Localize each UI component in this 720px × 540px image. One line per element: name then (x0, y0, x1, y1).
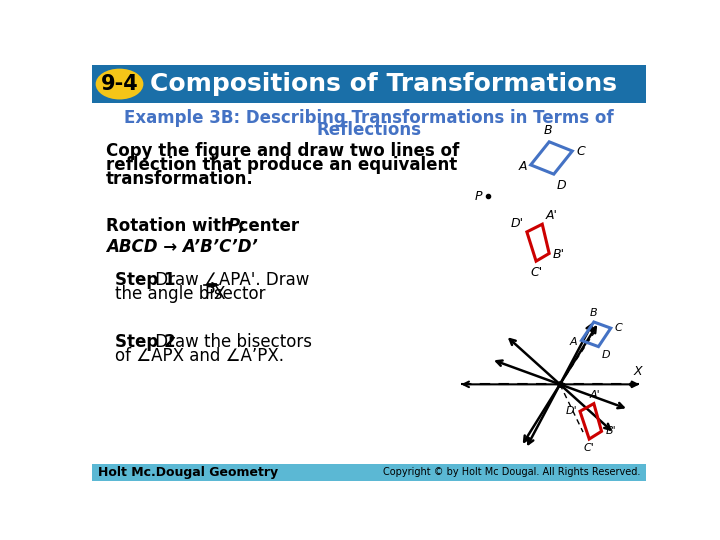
Text: Copy the figure and draw two lines of: Copy the figure and draw two lines of (106, 142, 459, 160)
Text: Draw the bisectors: Draw the bisectors (150, 333, 312, 351)
Text: D: D (557, 179, 567, 192)
Text: Draw ∠APA'. Draw: Draw ∠APA'. Draw (150, 271, 310, 289)
Text: of ∠APX and ∠A’PX.: of ∠APX and ∠A’PX. (115, 347, 284, 364)
Text: C': C' (584, 443, 595, 453)
Text: D': D' (565, 406, 577, 416)
Text: transformation.: transformation. (106, 170, 253, 187)
Text: Reflections: Reflections (317, 121, 421, 139)
Text: A: A (570, 337, 577, 347)
Text: B: B (589, 308, 597, 318)
Bar (92, 464, 647, 481)
Text: ABCD → A’B’C’D’: ABCD → A’B’C’D’ (106, 238, 258, 256)
Text: Step 1: Step 1 (115, 271, 176, 289)
Text: A': A' (590, 390, 600, 400)
Text: Holt Mc.Dougal Geometry: Holt Mc.Dougal Geometry (98, 465, 278, 478)
Text: Rotation with center: Rotation with center (106, 217, 305, 235)
Text: P;: P; (228, 217, 246, 235)
Ellipse shape (96, 69, 143, 99)
Text: X: X (634, 365, 642, 378)
Bar (92, 65, 647, 103)
Text: Copyright © by Holt Mc Dougal. All Rights Reserved.: Copyright © by Holt Mc Dougal. All Right… (382, 467, 640, 477)
Text: C: C (615, 323, 622, 333)
Text: 9-4: 9-4 (101, 74, 138, 94)
Text: A': A' (546, 209, 558, 222)
Text: B': B' (553, 248, 565, 261)
Text: B: B (544, 124, 552, 137)
Text: PX: PX (204, 285, 226, 303)
Text: Example 3B: Describing Transformations in Terms of: Example 3B: Describing Transformations i… (124, 110, 614, 127)
Text: reflection that produce an equivalent: reflection that produce an equivalent (106, 156, 457, 174)
Text: D': D' (510, 217, 523, 231)
Text: D: D (601, 350, 610, 361)
Text: B': B' (606, 426, 616, 436)
Text: C: C (576, 145, 585, 158)
Text: Step 2: Step 2 (115, 333, 176, 351)
Text: A: A (518, 160, 527, 173)
Text: P: P (474, 190, 482, 203)
Text: C': C' (530, 266, 542, 279)
Text: the angle bisector: the angle bisector (115, 285, 271, 303)
Text: Compositions of Transformations: Compositions of Transformations (150, 72, 617, 96)
